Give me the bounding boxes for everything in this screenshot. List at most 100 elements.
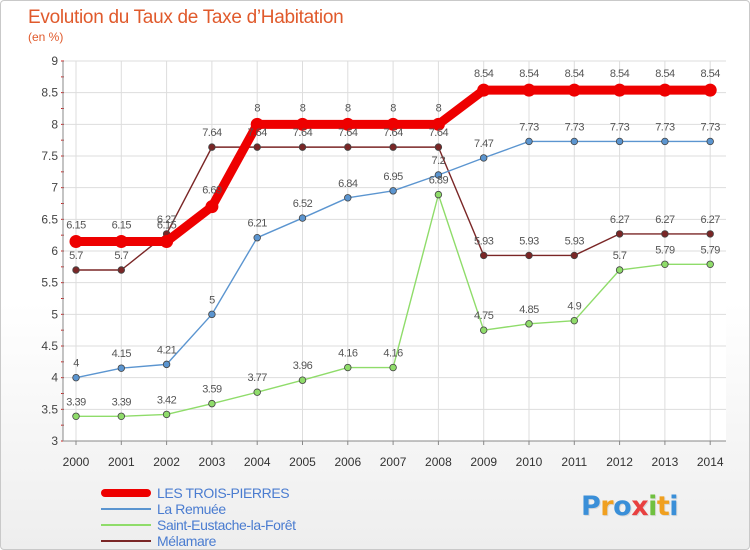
data-label: 8.54 bbox=[565, 68, 585, 80]
data-point bbox=[570, 137, 578, 146]
data-label: 6.15 bbox=[66, 220, 86, 232]
data-point bbox=[389, 187, 397, 195]
data-point bbox=[615, 230, 624, 238]
data-label: 7.73 bbox=[610, 121, 630, 133]
legend-swatch bbox=[101, 489, 151, 497]
data-label: 7.64 bbox=[338, 127, 358, 139]
data-point bbox=[72, 373, 80, 382]
data-point bbox=[253, 233, 261, 242]
data-point bbox=[72, 266, 80, 274]
data-point bbox=[522, 83, 536, 97]
y-tick-label: 4 bbox=[51, 371, 58, 385]
x-tick-label: 2000 bbox=[63, 455, 90, 469]
data-point bbox=[661, 137, 669, 146]
data-label: 3.39 bbox=[66, 396, 86, 408]
data-point bbox=[208, 399, 216, 408]
data-label: 6.15 bbox=[157, 220, 177, 232]
legend-item: Saint-Eustache-la-Forêt bbox=[101, 517, 296, 533]
data-label: 8.54 bbox=[474, 68, 494, 80]
data-point bbox=[570, 316, 578, 325]
data-label: 6.27 bbox=[700, 214, 720, 226]
data-label: 6.84 bbox=[338, 178, 358, 190]
data-label: 6.27 bbox=[655, 214, 675, 226]
x-tick-label: 2013 bbox=[652, 455, 679, 469]
legend-item: La Remuée bbox=[101, 501, 296, 517]
data-label: 7.64 bbox=[429, 127, 449, 139]
data-point bbox=[160, 235, 174, 248]
data-point bbox=[615, 266, 624, 274]
x-tick-label: 2001 bbox=[108, 455, 135, 469]
data-point bbox=[205, 200, 219, 214]
data-label: 6.95 bbox=[383, 171, 403, 183]
data-label: 7.47 bbox=[474, 138, 494, 150]
x-tick-label: 2006 bbox=[334, 455, 361, 469]
y-tick-label: 3.5 bbox=[41, 402, 58, 416]
logo-letter: i bbox=[648, 491, 657, 522]
data-label: 4 bbox=[73, 358, 79, 370]
data-label: 6.27 bbox=[610, 214, 630, 226]
data-label: 6.21 bbox=[247, 218, 267, 230]
data-label: 7.73 bbox=[565, 121, 585, 133]
y-tick-label: 7.5 bbox=[41, 149, 58, 163]
data-label: 4.16 bbox=[338, 348, 358, 360]
data-label: 7.73 bbox=[700, 121, 720, 133]
x-tick-label: 2009 bbox=[470, 455, 497, 469]
x-tick-label: 2011 bbox=[561, 455, 587, 469]
logo-letter: x bbox=[631, 491, 649, 522]
data-label: 7.64 bbox=[293, 127, 313, 139]
data-label: 8.54 bbox=[655, 68, 675, 80]
data-label: 4.15 bbox=[112, 348, 132, 360]
data-point bbox=[525, 320, 533, 328]
data-label: 7.2 bbox=[432, 155, 446, 167]
logo-letter: o bbox=[613, 491, 632, 522]
logo-letter: r bbox=[600, 491, 614, 522]
data-point bbox=[389, 363, 397, 372]
data-label: 4.16 bbox=[383, 348, 403, 360]
data-label: 5.7 bbox=[114, 250, 128, 262]
data-label: 6.27 bbox=[157, 214, 177, 226]
data-label: 3.77 bbox=[247, 372, 267, 384]
data-label: 7.73 bbox=[519, 121, 539, 133]
data-label: 8.54 bbox=[700, 68, 720, 80]
data-label: 5 bbox=[209, 294, 215, 306]
chart-subtitle: (en %) bbox=[28, 30, 64, 44]
data-label: 3.59 bbox=[202, 384, 222, 396]
data-label: 6.69 bbox=[202, 185, 222, 197]
data-point bbox=[253, 143, 261, 151]
data-label: 7.73 bbox=[655, 121, 675, 133]
data-point bbox=[613, 83, 627, 97]
data-label: 5.79 bbox=[700, 244, 720, 256]
logo-letter: t bbox=[656, 491, 670, 522]
data-label: 8 bbox=[345, 102, 351, 114]
data-label: 6.15 bbox=[112, 220, 132, 232]
data-label: 5.79 bbox=[655, 244, 675, 256]
data-point bbox=[117, 412, 125, 420]
data-label: 5.93 bbox=[474, 235, 494, 247]
data-point bbox=[661, 260, 669, 268]
data-point bbox=[117, 364, 125, 372]
data-point bbox=[162, 410, 171, 419]
y-tick-label: 4.5 bbox=[41, 339, 58, 353]
x-tick-label: 2003 bbox=[199, 455, 226, 469]
data-point bbox=[298, 376, 307, 384]
data-point bbox=[386, 117, 400, 131]
data-point bbox=[298, 143, 307, 151]
data-point bbox=[114, 235, 128, 248]
data-point bbox=[706, 137, 714, 146]
y-tick-label: 6 bbox=[51, 244, 58, 258]
data-label: 8 bbox=[254, 102, 260, 114]
data-point bbox=[658, 83, 672, 97]
series-2 bbox=[72, 190, 714, 420]
data-point bbox=[296, 117, 309, 131]
data-label: 7.64 bbox=[202, 127, 222, 139]
data-point bbox=[480, 326, 488, 334]
data-label: 4.75 bbox=[474, 310, 494, 322]
y-tick-label: 5.5 bbox=[41, 276, 58, 290]
y-tick-label: 8.5 bbox=[41, 86, 58, 100]
x-tick-label: 2007 bbox=[380, 455, 407, 469]
logo-letter: P bbox=[581, 491, 601, 522]
y-tick-label: 5 bbox=[51, 307, 58, 321]
legend-label: Mélamare bbox=[157, 533, 217, 549]
